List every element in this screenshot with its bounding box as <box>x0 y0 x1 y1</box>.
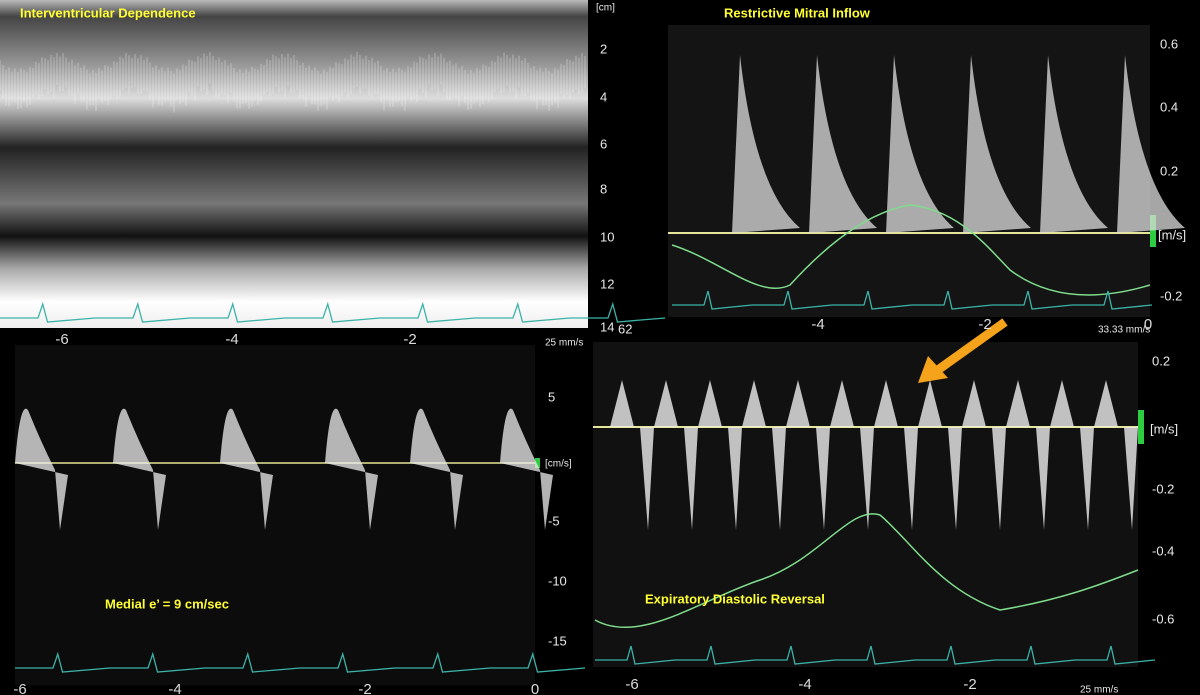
ecg-trace <box>595 645 1156 665</box>
doppler-envelope <box>886 55 954 233</box>
y-tick-label: 0.4 <box>1160 99 1178 114</box>
tdi-envelope <box>410 408 463 530</box>
x-tick-label: 0 <box>531 681 539 695</box>
y-tick-label: 0.2 <box>1160 163 1178 178</box>
x-tick-label: -6 <box>13 681 26 695</box>
y-tick-label: -10 <box>548 573 567 588</box>
x-tick-label: -2 <box>403 331 416 348</box>
y-tick-label: 12 <box>600 276 614 291</box>
tdi-envelope <box>325 408 378 530</box>
panel-1: Interventricular Dependence [cm] 25 mm/s <box>20 3 615 349</box>
y-tick-label: 4 <box>600 89 607 104</box>
marker <box>535 458 540 468</box>
tdi-envelope <box>113 408 166 530</box>
hepatic-doppler-image <box>593 342 1138 667</box>
unit: [cm/s] <box>545 459 572 470</box>
unit: [m/s] <box>1150 421 1178 436</box>
hepatic-envelope <box>1050 380 1094 530</box>
y-tick-label: 10 <box>600 229 614 244</box>
sweep-speed: 25 mm/s <box>1080 685 1118 695</box>
hepatic-envelope <box>698 380 742 530</box>
y-tick-label: 2 <box>600 41 607 56</box>
x-tick-label: -4 <box>811 316 824 333</box>
hepatic-envelope <box>610 380 654 530</box>
hepatic-envelope <box>654 380 698 530</box>
panel-title: Restrictive Mitral Inflow <box>724 5 871 20</box>
x-tick-label: 0 <box>1144 316 1152 333</box>
hepatic-envelope <box>918 380 962 530</box>
y-tick-label: -0.2 <box>1152 481 1174 496</box>
ecg-trace <box>0 301 666 323</box>
y-tick-label: 0.6 <box>1160 36 1178 51</box>
frame-label: 62 <box>618 321 632 336</box>
doppler-envelope <box>732 55 800 233</box>
arrow-head <box>918 356 948 383</box>
tissue-doppler-image <box>15 345 535 685</box>
y-tick-label: 14 <box>600 319 614 334</box>
doppler-envelope <box>1117 55 1185 233</box>
tdi-envelope <box>15 408 68 530</box>
arrow-shaft <box>932 318 1008 376</box>
y-tick-label: -0.2 <box>1160 288 1182 303</box>
panel-2: Restrictive Mitral Inflow [m/s] 62 33.33… <box>618 5 1186 336</box>
hepatic-envelope <box>1006 380 1050 530</box>
hepatic-envelope <box>742 380 786 530</box>
hepatic-envelope <box>830 380 874 530</box>
y-tick-label: -0.4 <box>1152 543 1174 558</box>
hepatic-envelope <box>962 380 1006 530</box>
y-tick-label: -5 <box>548 513 560 528</box>
y-tick-label: 6 <box>600 136 607 151</box>
unit: [m/s] <box>1158 227 1186 242</box>
x-tick-label: -4 <box>168 681 181 695</box>
m-mode-texture <box>0 52 586 113</box>
sweep-speed: 33.33 mm/s <box>1098 325 1150 336</box>
x-tick-label: -6 <box>55 331 68 348</box>
ecg-trace <box>672 290 1153 310</box>
y-tick-label: -0.6 <box>1152 611 1174 626</box>
marker <box>1150 215 1156 247</box>
sweep-speed: 25 mm/s <box>545 338 583 349</box>
y-tick-label: -15 <box>548 633 567 648</box>
panel-title: Interventricular Dependence <box>20 5 196 20</box>
doppler-envelope <box>963 55 1031 233</box>
y-tick-label: 8 <box>600 181 607 196</box>
panel-3: Medial e’ = 9 cm/sec [cm/s] <box>105 459 572 612</box>
hepatic-envelope <box>786 380 830 530</box>
x-tick-label: -6 <box>625 676 638 693</box>
tdi-envelope <box>220 408 273 530</box>
y-tick-label: 5 <box>548 389 555 404</box>
doppler-envelope <box>1040 55 1108 233</box>
unit: [cm] <box>596 3 615 14</box>
x-tick-label: -2 <box>963 676 976 693</box>
images <box>0 0 1185 685</box>
panel-4: Expiratory Diastolic Reversal [m/s] 25 m… <box>645 421 1178 695</box>
hepatic-envelope <box>1094 380 1138 530</box>
marker <box>1138 410 1144 444</box>
x-tick-label: -4 <box>225 331 238 348</box>
ecg-trace <box>15 651 586 673</box>
y-tick-label: 0.2 <box>1152 353 1170 368</box>
x-tick-label: -2 <box>978 316 991 333</box>
respiratory-trace <box>671 204 1151 296</box>
tdi-envelope <box>500 408 553 530</box>
m-mode-image <box>0 0 588 328</box>
doppler-envelope <box>809 55 877 233</box>
x-tick-label: -4 <box>798 676 811 693</box>
hepatic-envelope <box>874 380 918 530</box>
panel-title: Expiratory Diastolic Reversal <box>645 591 825 606</box>
panel-title: Medial e’ = 9 cm/sec <box>105 596 229 611</box>
x-tick-label: -2 <box>358 681 371 695</box>
respiratory-trace <box>594 513 1139 629</box>
